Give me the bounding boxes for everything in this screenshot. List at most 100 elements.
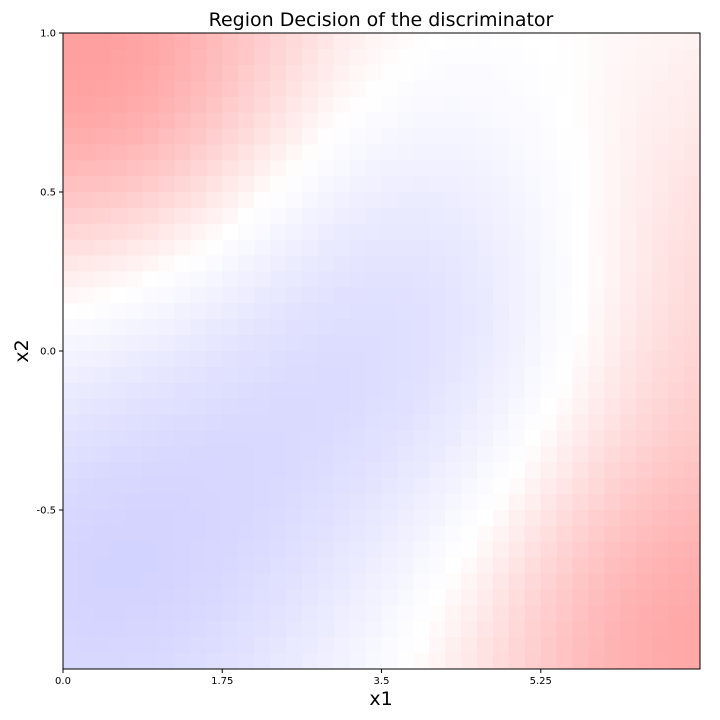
heatmap-cell bbox=[285, 255, 303, 273]
heatmap-cell bbox=[126, 80, 144, 98]
heatmap-cell bbox=[477, 48, 494, 66]
heatmap-cell bbox=[63, 589, 80, 606]
heatmap-cell bbox=[301, 382, 319, 400]
heatmap-cell bbox=[540, 287, 558, 304]
heatmap-cell bbox=[524, 303, 542, 320]
heatmap-cell bbox=[158, 430, 176, 447]
heatmap-cell bbox=[254, 80, 271, 98]
x-axis-ticks: 0.0 1.75 3.5 5.25 bbox=[55, 669, 552, 687]
heatmap-cell bbox=[222, 525, 239, 543]
heatmap-cell bbox=[110, 525, 128, 543]
heatmap-cell bbox=[620, 303, 637, 320]
heatmap-cell bbox=[254, 207, 271, 225]
heatmap-cell bbox=[461, 128, 478, 145]
heatmap-cell bbox=[620, 96, 637, 114]
heatmap-cell bbox=[445, 382, 462, 400]
heatmap-cell bbox=[668, 33, 685, 50]
heatmap-cell bbox=[668, 541, 685, 559]
heatmap-cell bbox=[636, 382, 653, 400]
heatmap-cell bbox=[174, 271, 192, 288]
heatmap-cell bbox=[652, 176, 669, 193]
heatmap-cell bbox=[652, 160, 669, 177]
heatmap-cell bbox=[94, 446, 112, 463]
heatmap-cell bbox=[668, 462, 685, 479]
heatmap-cell bbox=[556, 80, 574, 98]
heatmap-cell bbox=[158, 351, 176, 368]
heatmap-cell bbox=[254, 557, 271, 575]
heatmap-cell bbox=[604, 96, 621, 114]
heatmap-cell bbox=[636, 239, 653, 257]
heatmap-cell bbox=[524, 398, 542, 416]
y-axis-ticks: 1.00.50.0-0.5 bbox=[36, 29, 63, 517]
heatmap-cell bbox=[652, 430, 669, 447]
heatmap-cell bbox=[190, 319, 207, 336]
heatmap-cell bbox=[94, 398, 112, 416]
heatmap-cell bbox=[461, 525, 478, 543]
heatmap-cell bbox=[684, 303, 700, 320]
heatmap-cell bbox=[397, 589, 414, 606]
heatmap-cell bbox=[142, 637, 160, 654]
heatmap-cell bbox=[78, 192, 96, 209]
heatmap-cell bbox=[254, 176, 271, 193]
heatmap-cell bbox=[381, 446, 399, 463]
heatmap-cell bbox=[254, 494, 271, 511]
heatmap-cell bbox=[349, 510, 367, 527]
heatmap-cell bbox=[349, 48, 367, 66]
heatmap-cell bbox=[142, 478, 160, 495]
heatmap-cell bbox=[492, 478, 510, 495]
heatmap-cell bbox=[333, 430, 351, 447]
heatmap-cell bbox=[94, 414, 112, 432]
heatmap-cell bbox=[540, 223, 558, 241]
heatmap-cell bbox=[652, 64, 669, 82]
heatmap-cell bbox=[222, 462, 239, 479]
heatmap-cell bbox=[429, 319, 446, 336]
heatmap-cell bbox=[413, 621, 430, 638]
heatmap-cell bbox=[524, 478, 542, 495]
heatmap-cell bbox=[349, 335, 367, 352]
heatmap-cell bbox=[620, 48, 637, 66]
heatmap-cell bbox=[445, 573, 462, 591]
heatmap-cell bbox=[142, 239, 160, 257]
heatmap-cell bbox=[652, 303, 669, 320]
heatmap-cell bbox=[63, 176, 80, 193]
heatmap-cell bbox=[317, 255, 335, 273]
heatmap-cell bbox=[636, 287, 653, 304]
heatmap-cell bbox=[652, 128, 669, 145]
heatmap-cell bbox=[94, 478, 112, 495]
heatmap-cell bbox=[429, 223, 446, 241]
heatmap-cell bbox=[222, 430, 239, 447]
heatmap-cell bbox=[477, 494, 494, 511]
heatmap-cell bbox=[94, 621, 112, 638]
heatmap-cell bbox=[270, 287, 287, 304]
heatmap-cell bbox=[636, 223, 653, 241]
heatmap-cell bbox=[206, 335, 223, 352]
y-tick-label: 0.0 bbox=[40, 347, 56, 358]
heatmap-cell bbox=[206, 319, 223, 336]
heatmap-cell bbox=[222, 223, 239, 241]
heatmap-cell bbox=[684, 510, 700, 527]
heatmap-cell bbox=[429, 255, 446, 273]
heatmap-cell bbox=[63, 112, 80, 129]
heatmap-cell bbox=[126, 653, 144, 669]
heatmap-cell bbox=[429, 64, 446, 82]
heatmap-cell bbox=[604, 382, 621, 400]
heatmap-cell bbox=[397, 605, 414, 622]
heatmap-cell bbox=[620, 223, 637, 241]
heatmap-cell bbox=[524, 541, 542, 559]
heatmap-cell bbox=[78, 494, 96, 511]
heatmap-cell bbox=[652, 605, 669, 622]
heatmap-cell bbox=[652, 112, 669, 129]
heatmap-cell bbox=[381, 80, 399, 98]
heatmap-cell bbox=[238, 255, 255, 273]
heatmap-cell bbox=[636, 192, 653, 209]
heatmap-cell bbox=[381, 33, 399, 50]
heatmap-cell bbox=[158, 573, 176, 591]
heatmap-cell bbox=[636, 144, 653, 161]
heatmap-cell bbox=[110, 287, 128, 304]
heatmap-cell bbox=[254, 478, 271, 495]
heatmap-cell bbox=[317, 239, 335, 257]
heatmap-cell bbox=[110, 510, 128, 527]
heatmap-cell bbox=[285, 287, 303, 304]
heatmap-cell bbox=[477, 64, 494, 82]
heatmap-cell bbox=[63, 33, 80, 50]
